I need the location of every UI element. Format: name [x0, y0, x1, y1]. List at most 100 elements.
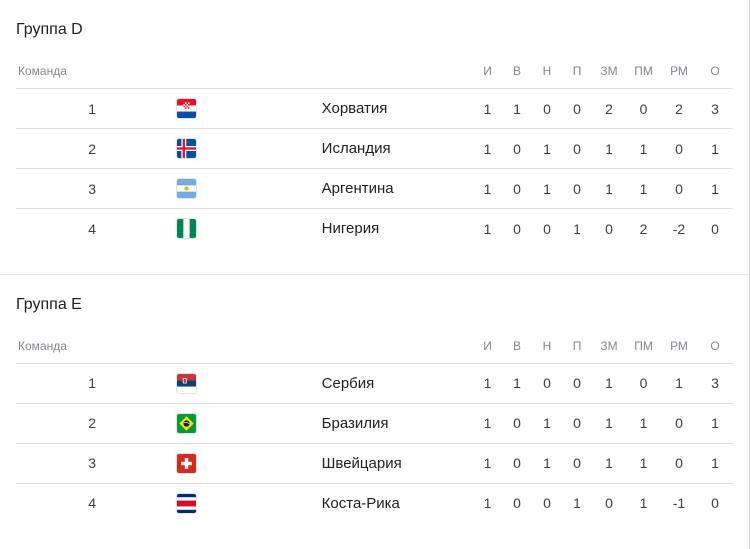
flag-cell	[168, 443, 321, 484]
stat-cell: 1	[592, 168, 626, 209]
team-name[interactable]: Коста-Рика	[321, 494, 400, 512]
team-name[interactable]: Нигерия	[321, 220, 380, 238]
stat-cell: 1	[697, 443, 733, 484]
column-header-stat-РМ: РМ	[661, 50, 697, 89]
stat-cell: 1	[473, 363, 502, 404]
rank-cell: 2	[16, 403, 169, 444]
stat-cell: 0	[502, 403, 532, 444]
flag-cell	[168, 363, 321, 404]
flag-cell	[168, 483, 320, 523]
stat-cell: 1	[639, 495, 648, 512]
stat-cell: 1	[502, 88, 532, 129]
stat-cell: 1	[473, 443, 502, 484]
standings-table: Команда И В Н П ЗМ ПМ РМ О 1 Хорватия 1 1 0 0 2 0 2 3 2 Исла…	[16, 50, 733, 249]
column-header-stat-ПМ: ПМ	[626, 50, 661, 89]
team-row[interactable]: 4 Нигерия 1 0 0 1 0 2 -2 0	[16, 209, 733, 249]
rank-cell: 1	[16, 363, 169, 404]
column-header-stat-И: И	[473, 50, 502, 89]
stat-cell: 0	[543, 220, 551, 237]
stat-cell: 1	[532, 168, 562, 209]
column-header-stat-О: О	[697, 324, 733, 364]
flag-argentina	[176, 178, 198, 199]
stat-cell: 1	[532, 443, 562, 484]
rank-cell: 2	[16, 128, 169, 169]
team-row[interactable]: 1 Хорватия 1 1 0 0 2 0 2 3	[16, 88, 733, 129]
column-header-stat-В: В	[502, 50, 532, 89]
rank-cell: 3	[16, 443, 169, 484]
stat-cell: 1	[592, 443, 626, 484]
stat-cell: 0	[661, 128, 697, 169]
group-title: Группа E	[16, 295, 82, 313]
stat-cell: 1	[573, 495, 581, 512]
group-section-1: Группа D Команда И В Н П ЗМ ПМ РМ О 1 Хорватия 1 1 0 0 2…	[0, 0, 749, 274]
stat-cell: -2	[672, 220, 686, 237]
rank-cell: 4	[88, 495, 97, 512]
team-row[interactable]: 3 Швейцария 1 0 1 0 1 1 0 1	[16, 443, 733, 484]
stat-cell: -1	[672, 495, 686, 512]
stat-cell: 2	[592, 88, 626, 129]
stat-cell: 0	[532, 88, 562, 129]
team-name[interactable]: Исландия	[320, 128, 473, 169]
stat-cell: 0	[502, 443, 532, 484]
stat-cell: 1	[697, 128, 733, 169]
stat-cell: 0	[562, 168, 592, 209]
team-name[interactable]: Хорватия	[320, 88, 473, 129]
flag-brazil	[176, 412, 198, 434]
stat-cell: 1	[697, 403, 733, 444]
team-row[interactable]: 3 Аргентина 1 0 1 0 1 1 0 1	[16, 168, 733, 209]
stat-cell: 0	[711, 495, 719, 512]
team-row[interactable]: 2 Бразилия 1 0 1 0 1 1 0 1	[16, 403, 733, 444]
flag-cell	[168, 403, 321, 444]
team-name[interactable]: Сербия	[320, 363, 473, 404]
team-name[interactable]: Бразилия	[320, 403, 473, 444]
stat-cell: 1	[626, 443, 661, 484]
stat-cell: 0	[562, 443, 592, 484]
column-header-stat-Н: Н	[532, 324, 562, 364]
stat-cell: 1	[626, 128, 661, 169]
stat-cell: 0	[502, 168, 532, 209]
column-header-team: Команда	[16, 324, 473, 364]
rank-cell: 1	[16, 88, 169, 129]
stat-cell: 1	[473, 403, 502, 444]
column-header-stat-ПМ: ПМ	[626, 324, 661, 364]
stat-cell: 0	[711, 220, 719, 237]
flag-nigeria	[176, 218, 198, 240]
rank-cell: 4	[88, 220, 97, 237]
flag-serbia	[176, 372, 198, 394]
stat-cell: 2	[661, 88, 697, 129]
stat-cell: 1	[626, 168, 661, 209]
stat-cell: 1	[532, 403, 562, 444]
rank-cell: 3	[16, 168, 169, 209]
column-header-stat-О: О	[697, 50, 733, 89]
flag-cell	[168, 128, 321, 169]
stat-cell: 0	[532, 363, 562, 404]
stat-cell: 1	[483, 220, 492, 237]
column-header-row: Команда И В Н П ЗМ ПМ РМ О	[16, 50, 733, 89]
stat-cell: 0	[626, 88, 661, 129]
team-name[interactable]: Аргентина	[320, 168, 473, 209]
group-title: Группа D	[16, 21, 83, 38]
group-section-2: Группа E Команда И В Н П ЗМ ПМ РМ О 1 Сербия 1 1 0 0 1 0 1…	[0, 273, 749, 549]
stat-cell: 0	[605, 495, 613, 512]
flag-cell	[168, 168, 321, 209]
standings-table: Команда И В Н П ЗМ ПМ РМ О 1 Сербия 1 1 0 0 1 0 1 3 2 Бразил…	[16, 324, 733, 524]
team-name[interactable]: Швейцария	[320, 443, 473, 484]
stat-cell: 1	[502, 363, 532, 404]
column-header-stat-П: П	[562, 50, 592, 89]
stat-cell: 1	[697, 168, 733, 209]
stat-cell: 0	[562, 403, 592, 444]
stat-cell: 1	[661, 363, 697, 404]
stat-cell: 2	[639, 220, 648, 237]
team-row[interactable]: 2 Исландия 1 0 1 0 1 1 0 1	[16, 128, 733, 169]
column-header-stat-В: В	[502, 324, 532, 364]
column-header-stat-ЗМ: ЗМ	[592, 324, 626, 364]
column-header-stat-РМ: РМ	[661, 324, 697, 364]
column-header-team: Команда	[16, 50, 473, 89]
team-row[interactable]: 1 Сербия 1 1 0 0 1 0 1 3	[16, 363, 733, 404]
stat-cell: 1	[592, 363, 626, 404]
flag-croatia	[176, 98, 198, 119]
stat-cell: 1	[626, 403, 661, 444]
stat-cell: 1	[592, 403, 626, 444]
team-row[interactable]: 4 Коста-Рика 1 0 0 1 0 1 -1 0	[16, 483, 733, 523]
flag-iceland	[176, 138, 198, 159]
